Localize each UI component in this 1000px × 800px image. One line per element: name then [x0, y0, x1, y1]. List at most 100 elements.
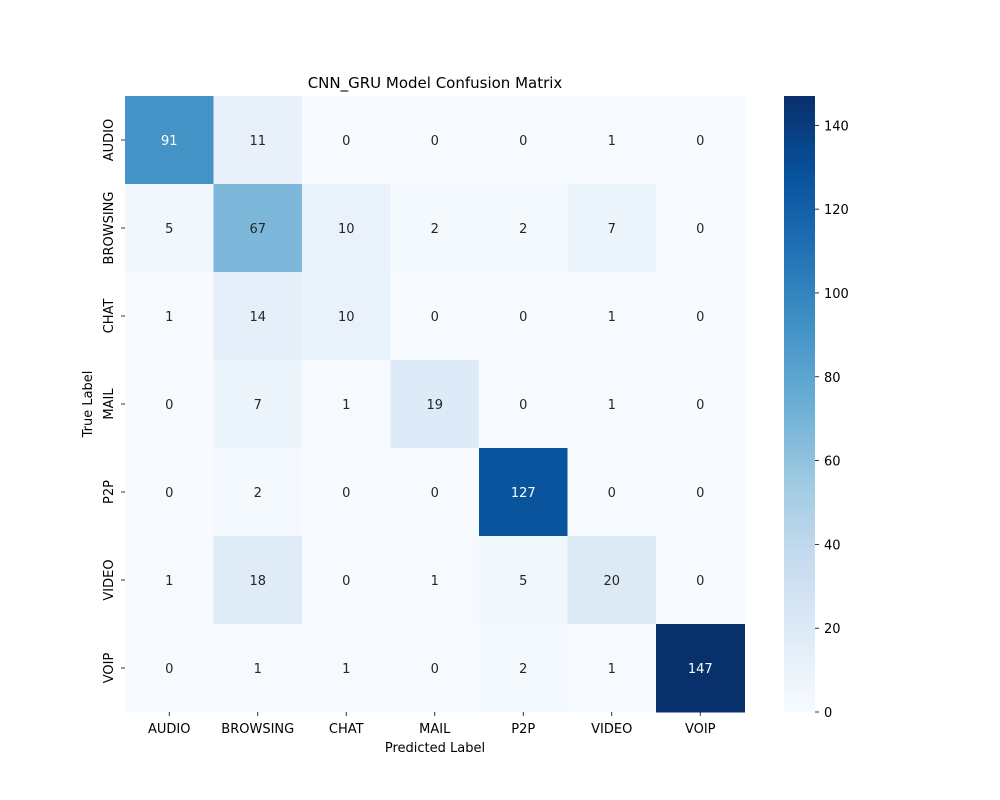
- cell-value-label: 19: [426, 398, 443, 413]
- cell-value-label: 2: [519, 222, 527, 237]
- heatmap-cell: [567, 96, 657, 185]
- cell-value-label: 1: [342, 398, 350, 413]
- heatmap-cell: [125, 536, 214, 625]
- heatmap-cell: [567, 624, 657, 713]
- colorbar-tick-label: 0: [824, 706, 832, 721]
- heatmap-cell: [656, 96, 745, 185]
- y-axis-label: True Label: [81, 371, 96, 439]
- heatmap-cell: [390, 448, 480, 537]
- cell-value-label: 7: [254, 398, 262, 413]
- heatmap-cell: [213, 360, 303, 449]
- heatmap-cell: [479, 360, 568, 449]
- cell-value-label: 0: [342, 134, 350, 149]
- cell-value-label: 0: [608, 486, 616, 501]
- cell-value-label: 1: [608, 310, 616, 325]
- cell-value-label: 0: [696, 222, 704, 237]
- cell-value-label: 10: [338, 310, 355, 325]
- heatmap-cell: [567, 272, 657, 361]
- colorbar: [784, 96, 815, 712]
- y-tick-label: VOIP: [102, 653, 117, 684]
- heatmap-cell-labels: 91 11 0 0 0 1 05 67 10 2 2 7 01 14 10 0 0 1 00 7 1 19 0 1 00 2 0 0 1…: [161, 134, 713, 677]
- cell-value-label: 1: [165, 574, 173, 589]
- cell-value-label: 20: [603, 574, 620, 589]
- heatmap-cell: [390, 184, 480, 273]
- cell-value-label: 67: [249, 222, 266, 237]
- cell-value-label: 14: [249, 310, 266, 325]
- cell-value-label: 1: [342, 662, 350, 677]
- heatmap-cell: [213, 624, 303, 713]
- cell-value-label: 5: [165, 222, 173, 237]
- x-tick-label: VOIP: [685, 722, 716, 737]
- colorbar-tick-label: 100: [824, 287, 849, 302]
- colorbar-tick-label: 120: [824, 203, 849, 218]
- heatmap-cell: [567, 448, 657, 537]
- heatmap-cell: [390, 624, 480, 713]
- x-tick-label: P2P: [511, 722, 535, 737]
- x-tick-label: CHAT: [329, 722, 364, 737]
- cell-value-label: 1: [431, 574, 439, 589]
- heatmap-cell: [213, 536, 303, 625]
- y-tick-label: VIDEO: [102, 559, 117, 600]
- heatmap-cell: [390, 96, 480, 185]
- colorbar-ticks: 0 20 40 60 80 100 120 140: [815, 119, 849, 721]
- heatmap-cell: [213, 184, 303, 273]
- heatmap-cell: [567, 360, 657, 449]
- y-axis-ticks: AUDIO BROWSING CHAT MAIL P2P VIDEO VOIP: [102, 119, 125, 684]
- cell-value-label: 1: [608, 134, 616, 149]
- cell-value-label: 1: [165, 310, 173, 325]
- heatmap-cell: [125, 96, 214, 185]
- heatmap-cell: [302, 96, 391, 185]
- cell-value-label: 0: [431, 134, 439, 149]
- heatmap-cell: [302, 184, 391, 273]
- x-tick-label: AUDIO: [148, 722, 191, 737]
- x-tick-label: VIDEO: [591, 722, 632, 737]
- heatmap-cell: [213, 448, 303, 537]
- cell-value-label: 2: [254, 486, 262, 501]
- heatmap-cell: [302, 624, 391, 713]
- colorbar-tick-label: 20: [824, 622, 841, 637]
- cell-value-label: 11: [249, 134, 266, 149]
- y-tick-label: CHAT: [102, 299, 117, 334]
- heatmap-cell: [656, 360, 745, 449]
- colorbar-tick-label: 60: [824, 455, 841, 470]
- cell-value-label: 0: [431, 486, 439, 501]
- heatmap-cell: [656, 184, 745, 273]
- colorbar-tick-label: 140: [824, 119, 849, 134]
- cell-value-label: 1: [254, 662, 262, 677]
- cell-value-label: 7: [608, 222, 616, 237]
- heatmap-cell: [567, 536, 657, 625]
- heatmap-cell: [302, 360, 391, 449]
- cell-value-label: 0: [431, 310, 439, 325]
- heatmap-cell: [125, 624, 214, 713]
- x-tick-label: MAIL: [419, 722, 451, 737]
- y-tick-label: BROWSING: [102, 192, 117, 265]
- heatmap-cell: [302, 536, 391, 625]
- chart-title: CNN_GRU Model Confusion Matrix: [308, 74, 563, 93]
- heatmap-cell: [656, 536, 745, 625]
- cell-value-label: 0: [431, 662, 439, 677]
- heatmap-cell: [125, 272, 214, 361]
- cell-value-label: 5: [519, 574, 527, 589]
- cell-value-label: 0: [696, 486, 704, 501]
- heatmap-cell: [479, 536, 568, 625]
- cell-value-label: 0: [342, 574, 350, 589]
- heatmap-cell: [479, 96, 568, 185]
- cell-value-label: 0: [342, 486, 350, 501]
- heatmap-cell: [479, 272, 568, 361]
- heatmap-cell: [302, 448, 391, 537]
- x-axis-ticks: AUDIO BROWSING CHAT MAIL P2P VIDEO VOIP: [148, 712, 716, 737]
- heatmap-cells: [125, 96, 745, 713]
- y-tick-label: P2P: [102, 480, 117, 504]
- heatmap-cell: [390, 272, 480, 361]
- cell-value-label: 0: [165, 486, 173, 501]
- colorbar-tick-label: 40: [824, 538, 841, 553]
- cell-value-label: 0: [696, 310, 704, 325]
- cell-value-label: 0: [519, 398, 527, 413]
- cell-value-label: 1: [608, 398, 616, 413]
- x-axis-label: Predicted Label: [385, 741, 485, 756]
- heatmap-cell: [656, 624, 745, 713]
- heatmap-cell: [479, 448, 568, 537]
- heatmap-cell: [213, 96, 303, 185]
- y-tick-label: MAIL: [102, 388, 117, 420]
